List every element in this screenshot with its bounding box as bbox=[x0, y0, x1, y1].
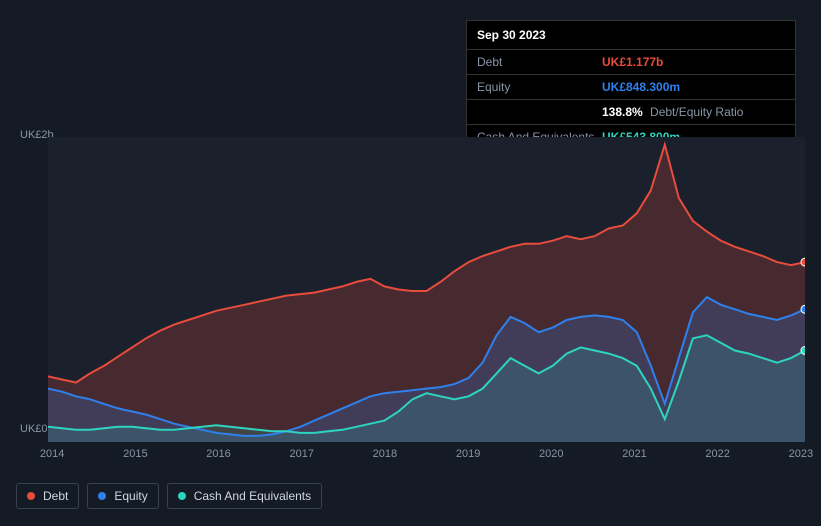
x-axis-labels: 2014201520162017201820192020202120222023 bbox=[48, 448, 805, 468]
chart-svg bbox=[48, 137, 805, 442]
x-axis-label: 2021 bbox=[622, 448, 646, 460]
legend-item-debt[interactable]: Debt bbox=[16, 483, 79, 509]
chart-legend: Debt Equity Cash And Equivalents bbox=[16, 483, 322, 509]
x-axis-label: 2023 bbox=[789, 448, 813, 460]
tooltip-label: Equity bbox=[477, 80, 602, 94]
legend-dot-icon bbox=[27, 492, 35, 500]
x-axis-label: 2016 bbox=[206, 448, 230, 460]
tooltip-value: UK£1.177b bbox=[602, 55, 663, 69]
x-axis-label: 2017 bbox=[289, 448, 313, 460]
tooltip-rows: DebtUK£1.177bEquityUK£848.300m138.8% Deb… bbox=[467, 50, 795, 149]
series-marker-cash-and-equivalents bbox=[801, 347, 805, 355]
legend-label: Equity bbox=[114, 489, 147, 503]
series-marker-debt bbox=[801, 258, 805, 266]
legend-label: Debt bbox=[43, 489, 68, 503]
x-axis-label: 2022 bbox=[705, 448, 729, 460]
x-axis-label: 2020 bbox=[539, 448, 563, 460]
x-axis-label: 2015 bbox=[123, 448, 147, 460]
legend-dot-icon bbox=[178, 492, 186, 500]
chart-plot-area[interactable] bbox=[48, 137, 805, 442]
x-axis-label: 2014 bbox=[40, 448, 64, 460]
tooltip-label: Debt bbox=[477, 55, 602, 69]
tooltip-extra: Debt/Equity Ratio bbox=[647, 105, 744, 119]
tooltip-value: UK£848.300m bbox=[602, 80, 680, 94]
tooltip-row: 138.8% Debt/Equity Ratio bbox=[467, 100, 795, 125]
legend-item-equity[interactable]: Equity bbox=[87, 483, 158, 509]
legend-label: Cash And Equivalents bbox=[194, 489, 311, 503]
tooltip-label bbox=[477, 105, 602, 119]
y-axis-label-bottom: UK£0 bbox=[20, 423, 48, 435]
tooltip-row: EquityUK£848.300m bbox=[467, 75, 795, 100]
x-axis-label: 2018 bbox=[373, 448, 397, 460]
chart-tooltip: Sep 30 2023 DebtUK£1.177bEquityUK£848.30… bbox=[466, 20, 796, 150]
legend-item-cash-and-equivalents[interactable]: Cash And Equivalents bbox=[167, 483, 322, 509]
tooltip-date: Sep 30 2023 bbox=[467, 21, 795, 50]
legend-dot-icon bbox=[98, 492, 106, 500]
series-marker-equity bbox=[801, 305, 805, 313]
x-axis-label: 2019 bbox=[456, 448, 480, 460]
tooltip-row: DebtUK£1.177b bbox=[467, 50, 795, 75]
tooltip-value: 138.8% Debt/Equity Ratio bbox=[602, 105, 743, 119]
